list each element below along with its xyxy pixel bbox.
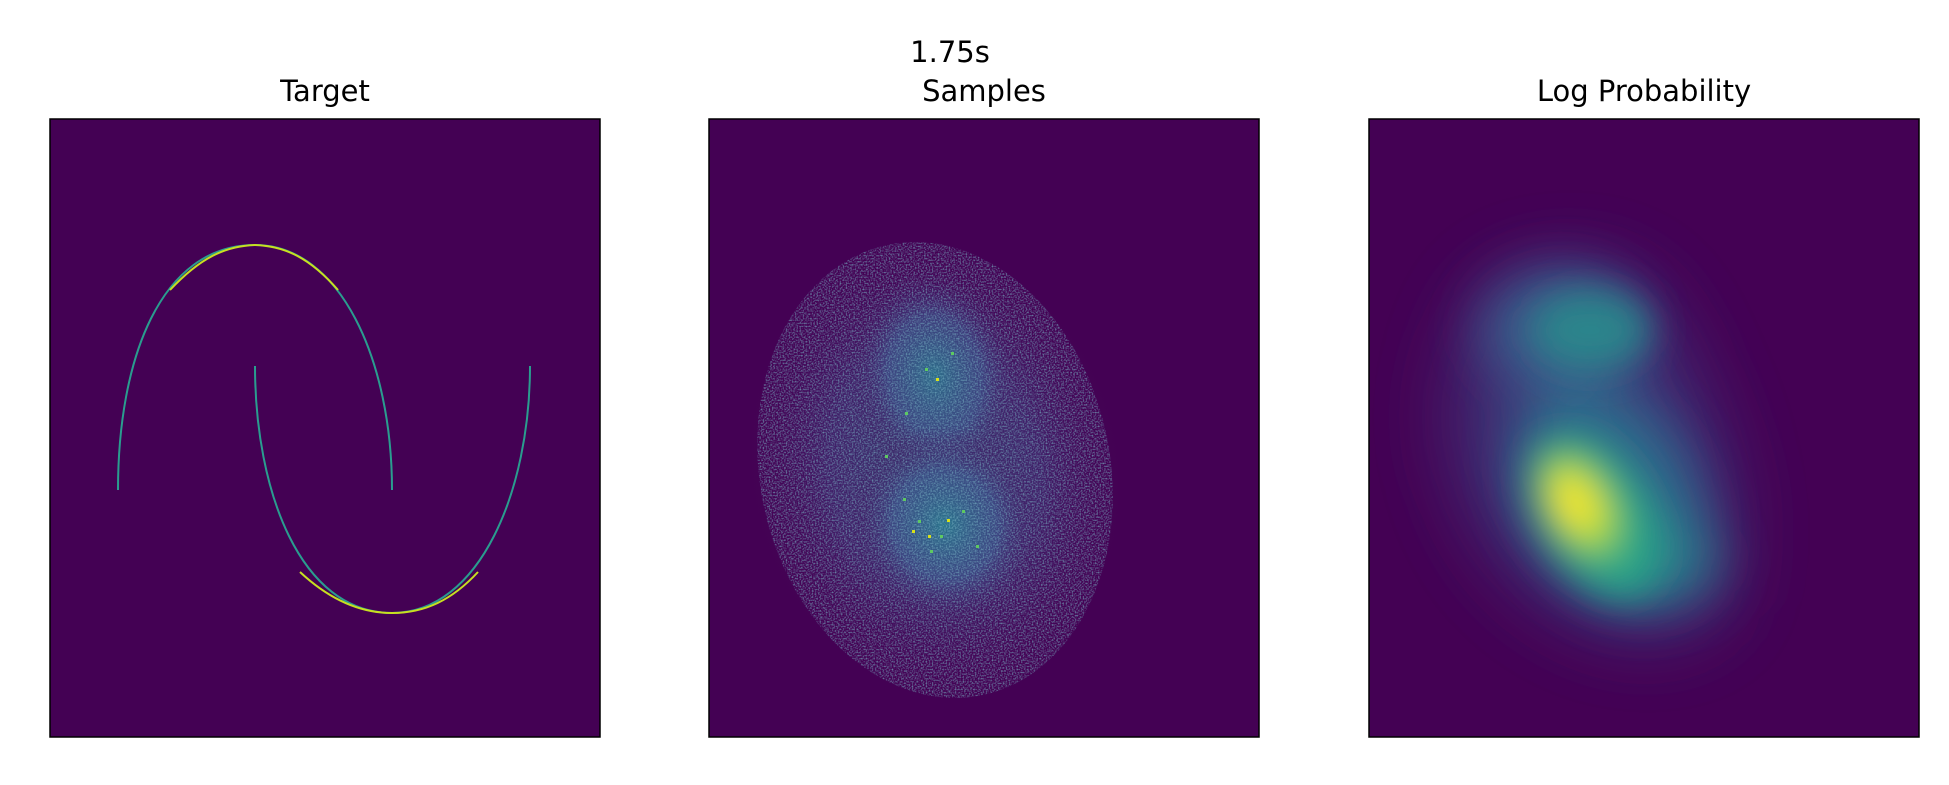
samples-histogram-image	[743, 241, 1127, 699]
samples-bright-specks	[885, 352, 979, 553]
samples-speckle	[757, 242, 1113, 698]
samples-frame	[708, 118, 1260, 738]
samples-yellow-specks	[912, 378, 950, 538]
logp-top-lobe	[1530, 290, 1650, 370]
logp-main-peak	[1528, 433, 1662, 597]
logp-density-image	[1453, 269, 1728, 633]
panel-title-samples: Samples	[922, 74, 1046, 108]
panel-samples: Samples	[708, 74, 1260, 738]
target-plot-background	[50, 119, 600, 737]
target-frame	[49, 118, 601, 738]
figure-suptitle: 1.75s	[910, 35, 990, 69]
target-upper-moon-highlight	[169, 243, 339, 291]
target-density-image	[117, 243, 531, 615]
panel-target: Target	[49, 74, 601, 738]
target-lower-moon-highlight	[299, 571, 479, 615]
logp-frame	[1368, 118, 1920, 738]
panel-title-log-probability: Log Probability	[1537, 74, 1751, 108]
panel-log-probability: Log Probability	[1368, 74, 1920, 738]
panel-title-target: Target	[279, 74, 370, 108]
